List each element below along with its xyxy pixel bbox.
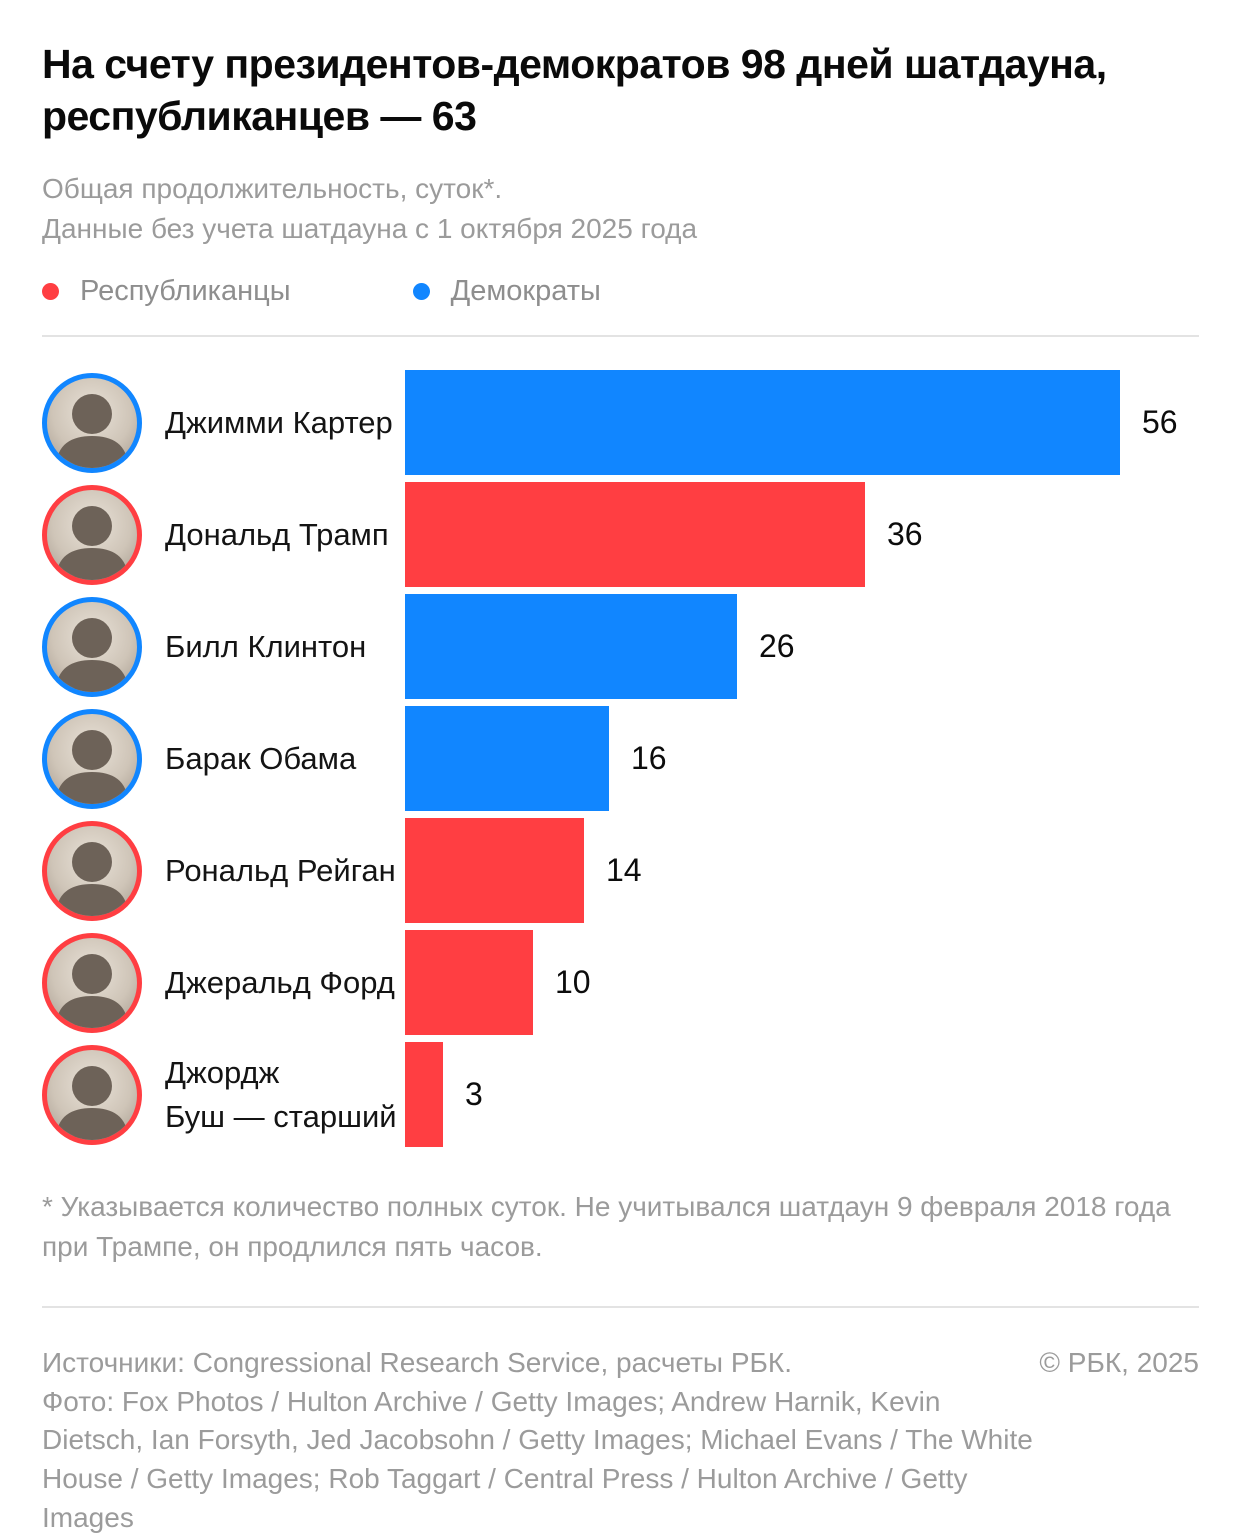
footer-sources-row: Источники: Congressional Research Servic… [42, 1344, 1199, 1383]
legend-item-republicans: Республиканцы [42, 275, 291, 308]
person-silhouette-icon [56, 393, 128, 468]
subtitle-line-2: Данные без учета шатдауна с 1 октября 20… [42, 212, 698, 244]
president-name: Джеральд Форд [165, 964, 395, 1000]
legend-label-republicans: Республиканцы [80, 275, 291, 307]
bar-area: 36 [405, 482, 1199, 587]
democrat-dot-icon [412, 283, 430, 300]
republican-dot-icon [42, 283, 59, 300]
legend-label-democrats: Демократы [450, 275, 601, 307]
president-name: Дональд Трамп [165, 516, 389, 552]
president-avatar [42, 1044, 142, 1145]
president-avatar [42, 932, 142, 1033]
person-silhouette-icon [56, 841, 128, 916]
chart-row: Рональд Рейган 14 [42, 818, 1199, 923]
bar-area: 3 [405, 1042, 1199, 1147]
bar [405, 594, 737, 699]
photo-credits: Фото: Fox Photos / Hulton Archive / Gett… [42, 1385, 1033, 1533]
president-name: Джимми Картер [165, 404, 393, 440]
chart-row: Дональд Трамп 36 [42, 482, 1199, 587]
bar-value-label: 10 [555, 964, 591, 1000]
chart-row: Джордж Буш — старший 3 [42, 1042, 1199, 1147]
bar-chart: Джимми Картер 56 Дональд Трамп 36 Билл К… [42, 370, 1199, 1147]
president-avatar [42, 484, 142, 585]
bar-value-label: 3 [465, 1076, 483, 1112]
president-avatar [42, 820, 142, 921]
chart-row: Билл Клинтон 26 [42, 594, 1199, 699]
bar [405, 370, 1120, 475]
bar-value-label: 56 [1142, 404, 1178, 440]
bar-value-label: 36 [887, 516, 923, 552]
bar [405, 1042, 443, 1147]
bar-value-label: 26 [759, 628, 795, 664]
president-name: Барак Обама [165, 740, 357, 776]
copyright-text: © РБК, 2025 [1039, 1347, 1199, 1379]
legend: Республиканцы Демократы [42, 275, 1199, 308]
president-name: Рональд Рейган [165, 852, 396, 888]
bar-value-label: 16 [631, 740, 667, 776]
chart-row: Джимми Картер 56 [42, 370, 1199, 475]
person-silhouette-icon [56, 617, 128, 692]
footer: Источники: Congressional Research Servic… [42, 1344, 1199, 1537]
sources-text: Источники: Congressional Research Servic… [42, 1347, 792, 1379]
president-avatar [42, 596, 142, 697]
person-silhouette-icon [56, 1065, 128, 1140]
bar [405, 818, 584, 923]
bar [405, 706, 609, 811]
person-silhouette-icon [56, 729, 128, 804]
president-avatar [42, 372, 142, 473]
bar-area: 16 [405, 706, 1199, 811]
bar-value-label: 14 [606, 852, 642, 888]
chart-row: Барак Обама 16 [42, 706, 1199, 811]
bar [405, 482, 865, 587]
chart-subtitle: Общая продолжительность, суток*. Данные … [42, 169, 1199, 249]
bar-area: 14 [405, 818, 1199, 923]
page-title: На счету президентов-демократов 98 дней … [42, 41, 1107, 140]
person-silhouette-icon [56, 953, 128, 1028]
chart-row: Джеральд Форд 10 [42, 930, 1199, 1035]
bar [405, 930, 533, 1035]
president-avatar [42, 708, 142, 809]
subtitle-line-1: Общая продолжительность, суток*. [42, 172, 503, 204]
footer-divider [42, 1306, 1199, 1309]
legend-item-democrats: Демократы [412, 275, 601, 308]
bar-area: 56 [405, 370, 1199, 475]
bar-area: 26 [405, 594, 1199, 699]
president-name: Билл Клинтон [165, 628, 367, 664]
person-silhouette-icon [56, 505, 128, 580]
bar-area: 10 [405, 930, 1199, 1035]
top-divider [42, 335, 1199, 337]
footnote: * Указывается количество полных суток. Н… [42, 1191, 1171, 1263]
president-name: Джордж Буш — старший [165, 1054, 397, 1134]
